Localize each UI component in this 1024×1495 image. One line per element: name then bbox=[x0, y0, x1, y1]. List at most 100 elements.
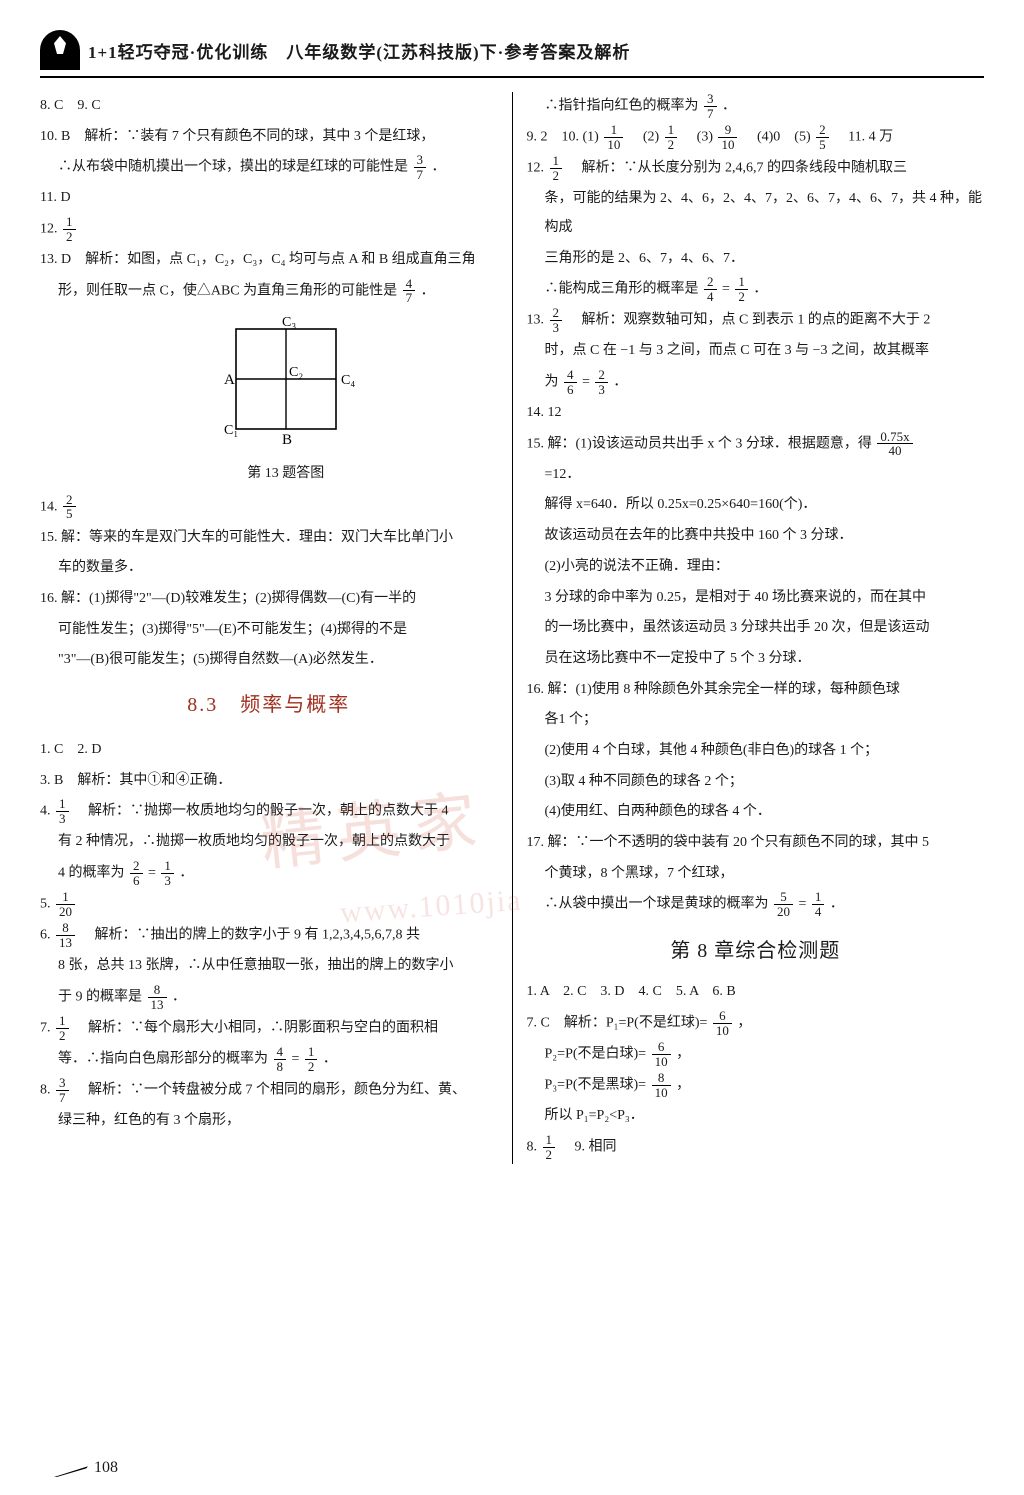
text: = bbox=[148, 866, 156, 881]
text: 解析：∵从长度分别为 2,4,6,7 的四条线段中随机取三 bbox=[568, 160, 908, 175]
text: 为 bbox=[545, 374, 559, 389]
answer-line: 16. 解：(1)掷得"2"—(D)较难发生；(2)掷得偶数—(C)有一半的 bbox=[40, 585, 498, 614]
text: 解析：观察数轴可知，点 C 到表示 1 的点的距离不大于 2 bbox=[568, 313, 931, 328]
answer-line: 解得 x=640．所以 0.25x=0.25×640=160(个)． bbox=[527, 491, 985, 520]
answer-line: 9. 2 10. (1) 110 (2) 12 (3) 910 (4)0 (5)… bbox=[527, 123, 985, 152]
fraction: 25 bbox=[63, 493, 76, 521]
answer-line: 形，则任取一点 C，使△ABC 为直角三角形的可能性是 47 ． bbox=[40, 277, 498, 306]
fraction: 12 bbox=[305, 1045, 318, 1073]
fraction: 910 bbox=[718, 123, 737, 151]
fraction: 23 bbox=[550, 306, 563, 334]
fraction: 37 bbox=[414, 153, 427, 181]
text: 7. C 解析：P₁=P(不是红球)= bbox=[527, 1015, 708, 1030]
fraction: 37 bbox=[704, 92, 717, 120]
text: 解析：∵一个转盘被分成 7 个相同的扇形，颜色分为红、黄、 bbox=[74, 1083, 466, 1098]
swoosh-icon bbox=[54, 1459, 88, 1477]
fraction: 610 bbox=[652, 1040, 671, 1068]
answer-line: (2)使用 4 个白球，其他 4 种颜色(非白色)的球各 1 个； bbox=[527, 737, 985, 766]
answer-line: 的一场比赛中，虽然该运动员 3 分球共出手 20 次，但是该运动 bbox=[527, 614, 985, 643]
fraction: 810 bbox=[652, 1071, 671, 1099]
label-C3: C₃ bbox=[282, 315, 296, 330]
text: 解析：∵每个扇形大小相同，∴阴影面积与空白的面积相 bbox=[74, 1020, 438, 1035]
text: = bbox=[582, 374, 590, 389]
label-A: A bbox=[224, 372, 235, 388]
fraction: 47 bbox=[403, 277, 416, 305]
fraction: 12 bbox=[56, 1014, 69, 1042]
answer-line: 4. 13 解析：∵抛掷一枚质地均匀的骰子一次，朝上的点数大于 4 bbox=[40, 797, 498, 826]
geometry-diagram: A B C₁ C₂ C₃ C₄ bbox=[196, 314, 376, 454]
text: ， bbox=[676, 1047, 690, 1062]
section-title-8-3: 8.3 频率与概率 bbox=[40, 685, 498, 726]
answer-line: =12． bbox=[527, 461, 985, 490]
text: ． bbox=[830, 897, 844, 912]
fraction: 610 bbox=[713, 1009, 732, 1037]
answer-line: P₃=P(不是黑球)= 810 ， bbox=[527, 1071, 985, 1100]
book-icon bbox=[40, 30, 80, 70]
text: ． bbox=[722, 98, 736, 113]
text: = bbox=[799, 897, 807, 912]
text: (3) bbox=[683, 129, 713, 144]
answer-line: 4 的概率为 26 = 13 ． bbox=[40, 859, 498, 888]
text: ． bbox=[323, 1051, 337, 1066]
text: ， bbox=[676, 1078, 690, 1093]
fraction: 12 bbox=[550, 154, 563, 182]
text: ． bbox=[179, 866, 193, 881]
left-column: 8. C 9. C 10. B 解析：∵装有 7 个只有颜色不同的球，其中 3 … bbox=[40, 92, 513, 1164]
fraction: 12 bbox=[665, 123, 678, 151]
answer-line: 8. 12 9. 相同 bbox=[527, 1133, 985, 1162]
answer-line: 16. 解：(1)使用 8 种除颜色外其余完全一样的球，每种颜色球 bbox=[527, 676, 985, 705]
answer-line: 绿三种，红色的有 3 个扇形， bbox=[40, 1107, 498, 1136]
fraction: 12 bbox=[735, 275, 748, 303]
text: 8. bbox=[527, 1139, 541, 1154]
text: 等．∴指向白色扇形部分的概率为 bbox=[58, 1051, 268, 1066]
fraction: 24 bbox=[704, 275, 717, 303]
figure-caption: 第 13 题答图 bbox=[247, 460, 324, 489]
label-C1: C₁ bbox=[224, 423, 238, 438]
answer-line: 所以 P₁=P₂<P₃． bbox=[527, 1102, 985, 1131]
text: 5. bbox=[40, 897, 54, 912]
answer-line: (2)小亮的说法不正确．理由： bbox=[527, 553, 985, 582]
text: 9. 相同 bbox=[561, 1139, 617, 1154]
text: ． bbox=[432, 160, 446, 175]
answer-line: 三角形的是 2、6、7，4、6、7． bbox=[527, 245, 985, 274]
answer-line: 12. 12 bbox=[40, 215, 498, 244]
answer-line: 8. C 9. C bbox=[40, 92, 498, 121]
page-number: 108 bbox=[54, 1459, 118, 1477]
answer-line: 17. 解：∵一个不透明的袋中装有 20 个只有颜色不同的球，其中 5 bbox=[527, 829, 985, 858]
text: = bbox=[292, 1051, 300, 1066]
fraction: 46 bbox=[564, 368, 577, 396]
text: ∴从布袋中随机摸出一个球，摸出的球是红球的可能性是 bbox=[58, 160, 408, 175]
fraction: 14 bbox=[812, 890, 825, 918]
label-B: B bbox=[282, 432, 292, 448]
fraction: 13 bbox=[56, 797, 69, 825]
answer-line: 时，点 C 在 −1 与 3 之间，而点 C 可在 3 与 −3 之间，故其概率 bbox=[527, 337, 985, 366]
answer-line: 条，可能的结果为 2、4、6，2、4、7，2、6、7，4、6、7，共 4 种，能… bbox=[527, 185, 985, 242]
fraction: 23 bbox=[595, 368, 608, 396]
answer-line: 5. 120 bbox=[40, 890, 498, 919]
answer-line: 14. 12 bbox=[527, 399, 985, 428]
answer-line: 个黄球，8 个黑球，7 个红球， bbox=[527, 860, 985, 889]
text: ∴指针指向红色的概率为 bbox=[545, 98, 699, 113]
text: 4. bbox=[40, 804, 54, 819]
text: ， bbox=[737, 1015, 751, 1030]
fraction: 813 bbox=[56, 921, 75, 949]
text: ∴能构成三角形的概率是 bbox=[545, 282, 699, 297]
answer-line: ∴能构成三角形的概率是 24 = 12 ． bbox=[527, 275, 985, 304]
answer-line: ∴从袋中摸出一个球是黄球的概率为 520 = 14 ． bbox=[527, 890, 985, 919]
right-column: ∴指针指向红色的概率为 37 ． 9. 2 10. (1) 110 (2) 12… bbox=[527, 92, 985, 1164]
fraction: 25 bbox=[816, 123, 829, 151]
page-header-title: 1+1轻巧夺冠·优化训练 八年级数学(江苏科技版)下·参考答案及解析 bbox=[88, 38, 630, 63]
answer-line: P₂=P(不是白球)= 610 ， bbox=[527, 1040, 985, 1069]
fraction: 12 bbox=[63, 215, 76, 243]
text: 形，则任取一点 C，使△ABC 为直角三角形的可能性是 bbox=[58, 283, 397, 298]
text: ． bbox=[753, 282, 767, 297]
answer-line: 7. C 解析：P₁=P(不是红球)= 610 ， bbox=[527, 1009, 985, 1038]
text: ． bbox=[421, 283, 435, 298]
answer-line: 15. 解：等来的车是双门大车的可能性大．理由：双门大车比单门小 bbox=[40, 524, 498, 553]
fraction: 0.75x40 bbox=[877, 430, 912, 458]
answer-line: 为 46 = 23 ． bbox=[527, 368, 985, 397]
fraction: 12 bbox=[543, 1133, 556, 1161]
answer-line: "3"—(B)很可能发生；(5)掷得自然数—(A)必然发生． bbox=[40, 646, 498, 675]
answer-line: 于 9 的概率是 813 ． bbox=[40, 983, 498, 1012]
fraction: 110 bbox=[604, 123, 623, 151]
